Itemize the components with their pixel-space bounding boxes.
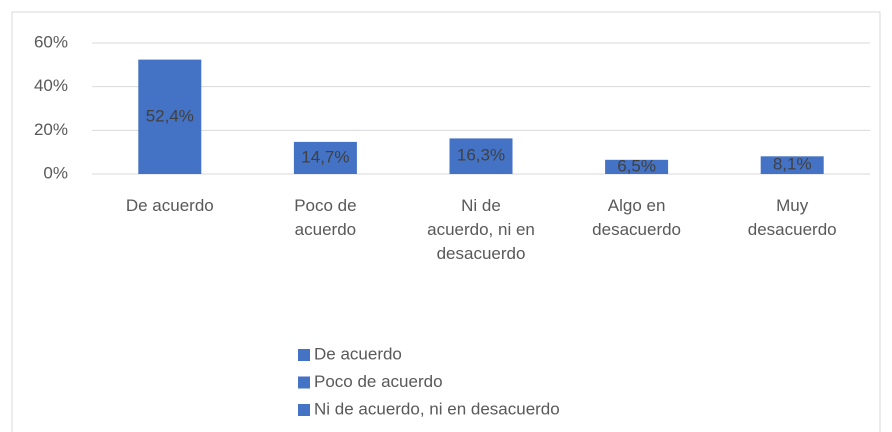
legend-swatch [298,349,310,361]
x-tick-label: Algo en desacuerdo [592,196,682,239]
data-label: 8,1% [773,155,812,174]
x-tick-label: De acuerdo [125,196,214,215]
x-tick-label: Muy desacuerdo [747,196,837,239]
y-tick-label: 20% [34,120,68,139]
bar [293,141,357,174]
y-tick-label: 0% [43,163,68,182]
bar [760,156,824,174]
bar [605,159,669,174]
bar [449,138,513,174]
data-label: 16,3% [457,146,505,165]
legend-swatch [298,404,310,416]
legend-swatch [298,376,310,389]
y-tick-label: 40% [34,76,68,95]
legend-label: De acuerdo [314,344,402,363]
legend-label: Ni de acuerdo, ni en desacuerdo [314,399,560,418]
bar [138,59,202,174]
data-label: 14,7% [301,147,349,166]
x-tick-label: Poco de acuerdo [294,196,357,239]
y-tick-label: 60% [34,32,68,51]
data-label: 6,5% [617,156,656,175]
x-tick-label: Ni de acuerdo, ni en desacuerdo [427,196,535,263]
legend-label: Poco de acuerdo [314,372,443,391]
data-label: 52,4% [146,106,194,125]
